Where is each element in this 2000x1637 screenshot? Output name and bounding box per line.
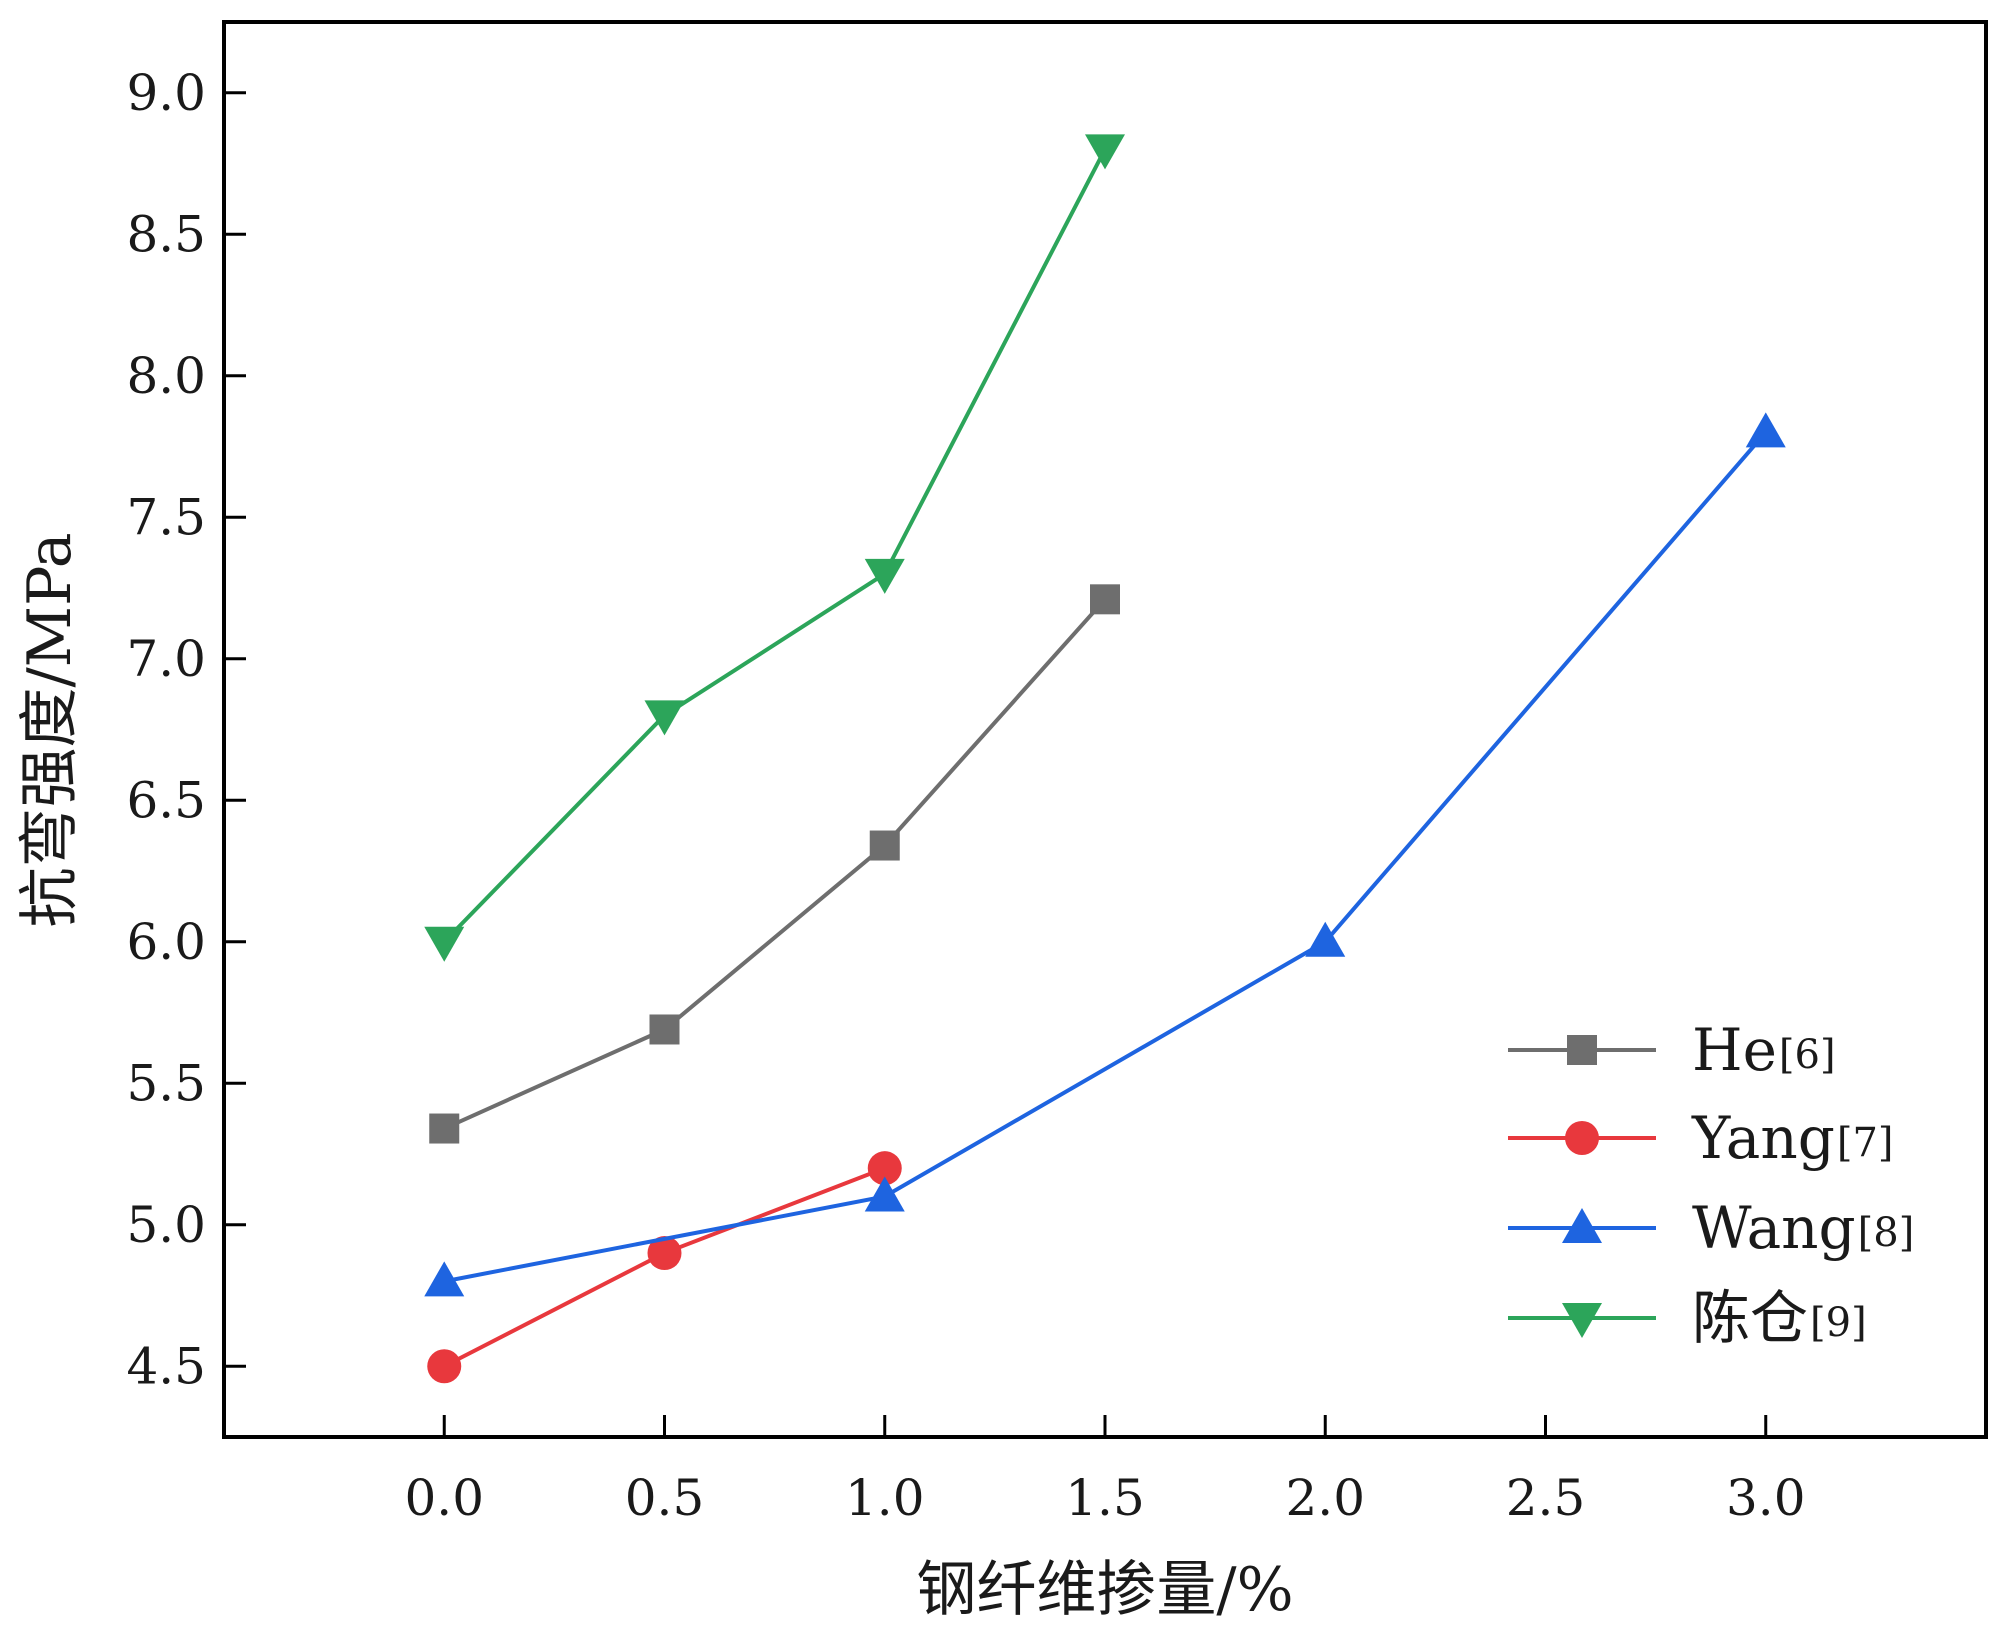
legend: He [6] Yang [7] Wang [8] 陈仓 [9] [1508, 1016, 1914, 1352]
x-tick-label: 3.0 [1726, 1469, 1806, 1527]
data-point [1305, 921, 1346, 957]
series-layer [424, 134, 1786, 1384]
legend-ref: [6] [1779, 1032, 1836, 1078]
y-tick-label: 4.5 [126, 1337, 206, 1395]
data-point [1090, 584, 1120, 615]
y-tick-label: 8.5 [126, 205, 206, 263]
series-4 [424, 134, 1125, 962]
legend-ref: [7] [1837, 1120, 1894, 1166]
data-point [427, 1349, 462, 1384]
y-tick-label: 6.5 [126, 771, 206, 829]
data-point [429, 1113, 460, 1144]
legend-item: Wang [8] [1508, 1194, 1914, 1262]
y-tick-label: 5.0 [126, 1196, 206, 1254]
x-tick-label: 1.5 [1065, 1469, 1145, 1527]
legend-label: Yang [1691, 1104, 1835, 1172]
data-point [644, 700, 685, 736]
y-tick-label: 9.0 [126, 64, 206, 122]
x-tick-label: 2.0 [1285, 1469, 1365, 1527]
series-2 [427, 1151, 902, 1384]
data-point [867, 1151, 902, 1186]
x-tick-label: 2.5 [1506, 1469, 1586, 1527]
series-line [442, 148, 1107, 944]
tick-marks [224, 91, 1768, 1437]
series-1 [429, 584, 1120, 1144]
legend-item: 陈仓 [9] [1508, 1284, 1867, 1352]
data-point [424, 1261, 465, 1297]
tick-labels: 4.5 5.0 5.5 6.0 6.5 7.0 7.5 8.0 8.5 9.0 0.0 0.5 1.0 1… [126, 64, 1805, 1527]
y-tick-label: 8.0 [126, 347, 206, 405]
x-axis-title: 钢纤维掺量/% [916, 1555, 1293, 1625]
data-point [1085, 134, 1125, 170]
x-tick-label: 0.0 [404, 1469, 484, 1527]
series-line [443, 597, 1107, 1131]
legend-marker [1567, 1035, 1597, 1065]
x-tick-label: 0.5 [625, 1469, 705, 1527]
legend-marker [1562, 1208, 1602, 1243]
y-tick-label: 7.0 [126, 630, 206, 688]
data-point [864, 1176, 905, 1212]
y-tick-label: 6.0 [126, 913, 206, 971]
y-tick-label: 7.5 [126, 488, 206, 546]
data-point [869, 830, 900, 861]
legend-label: Wang [1692, 1194, 1856, 1262]
legend-item: Yang [7] [1508, 1104, 1894, 1172]
plot-frame [222, 20, 1988, 1439]
legend-item: He [6] [1508, 1016, 1836, 1084]
legend-ref: [8] [1858, 1210, 1915, 1256]
data-point [864, 558, 905, 594]
x-tick-label: 1.0 [845, 1469, 925, 1527]
legend-label: 陈仓 [1692, 1284, 1808, 1352]
series-3 [424, 412, 1786, 1297]
data-point [649, 1014, 680, 1045]
legend-ref: [9] [1810, 1300, 1867, 1346]
y-axis-title: 抗弯强度/MPa [15, 532, 85, 927]
y-tick-label: 5.5 [126, 1054, 206, 1112]
data-point [424, 926, 465, 962]
data-point [1745, 412, 1786, 448]
legend-marker [1565, 1121, 1599, 1155]
legend-label: He [1692, 1016, 1777, 1084]
legend-marker [1562, 1303, 1602, 1338]
series-line [443, 431, 1768, 1284]
data-point [647, 1236, 682, 1271]
